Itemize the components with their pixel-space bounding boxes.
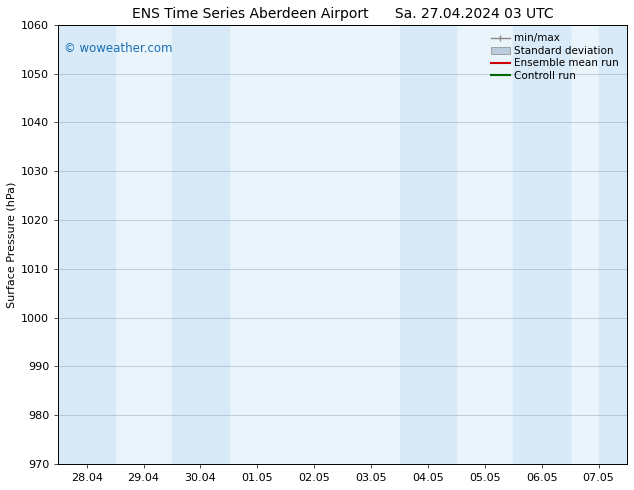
Bar — [172, 25, 229, 464]
Bar — [514, 25, 570, 464]
Y-axis label: Surface Pressure (hPa): Surface Pressure (hPa) — [7, 181, 17, 308]
Text: © woweather.com: © woweather.com — [64, 43, 172, 55]
Legend: min/max, Standard deviation, Ensemble mean run, Controll run: min/max, Standard deviation, Ensemble me… — [488, 30, 622, 84]
Bar — [598, 25, 627, 464]
Bar — [58, 25, 115, 464]
Title: ENS Time Series Aberdeen Airport      Sa. 27.04.2024 03 UTC: ENS Time Series Aberdeen Airport Sa. 27.… — [132, 7, 553, 21]
Bar — [399, 25, 456, 464]
